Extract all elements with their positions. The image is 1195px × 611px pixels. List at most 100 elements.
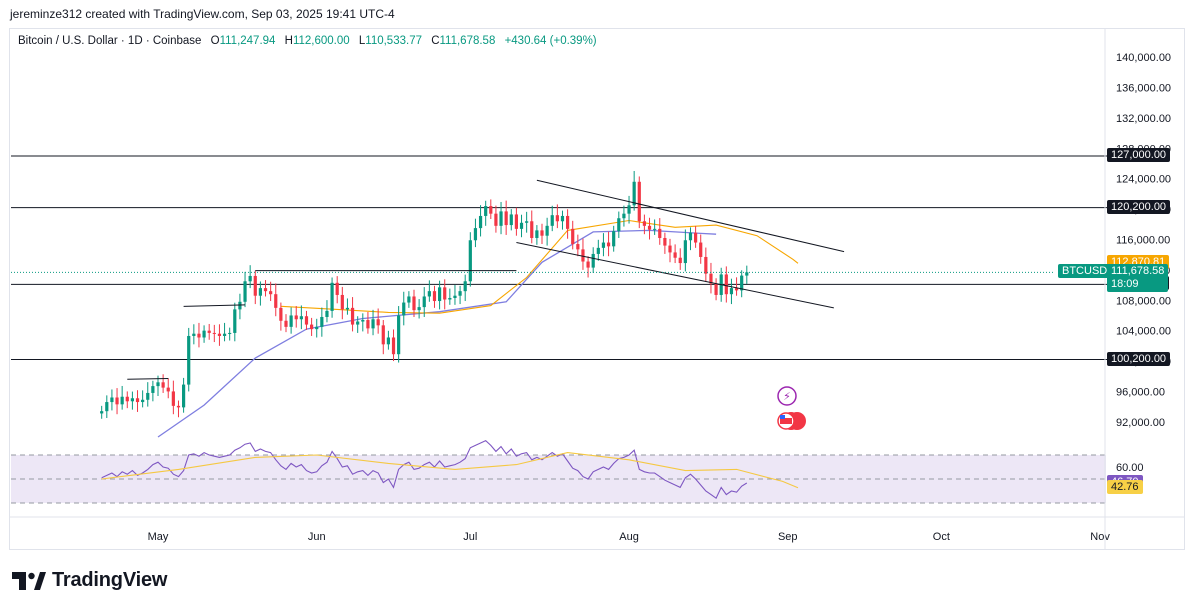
candle-up	[422, 296, 426, 308]
candle-down	[504, 211, 508, 226]
candle-down	[606, 242, 611, 247]
candle-up	[627, 205, 631, 214]
candle-up	[535, 230, 539, 238]
rsi-tick-label: 60.00	[1116, 462, 1144, 474]
tradingview-logo-icon	[12, 571, 46, 590]
trendline	[183, 304, 246, 307]
candle-down	[161, 382, 165, 388]
symbol-title: Bitcoin / U.S. Dollar · 1D · Coinbase	[18, 35, 202, 47]
candle-down	[443, 287, 447, 300]
candle-up	[468, 240, 472, 282]
open-label: O	[210, 35, 220, 47]
price-tick-label: 124,000.00	[1116, 174, 1171, 186]
candle-up	[345, 307, 350, 310]
candle-up	[371, 319, 375, 329]
candle-down	[335, 282, 339, 295]
ma-fast-line	[280, 219, 799, 314]
us-flag-stripes-icon	[780, 418, 792, 424]
candle-down	[663, 237, 667, 246]
chart-credit: jereminze312 created with TradingView.co…	[10, 7, 395, 21]
candle-down	[494, 213, 498, 226]
candle-down	[279, 307, 283, 321]
time-tick-label: Nov	[1090, 531, 1110, 543]
candle-down	[530, 221, 534, 238]
candle-up	[478, 215, 483, 229]
rsi-line	[101, 439, 748, 500]
candle-up	[525, 221, 529, 223]
low-value: 110,533.77	[365, 35, 422, 47]
candle-up	[228, 332, 232, 334]
candle-up	[729, 288, 734, 295]
candle-up	[402, 302, 406, 316]
symbol-legend: Bitcoin / U.S. Dollar · 1D · Coinbase O 1…	[18, 35, 597, 47]
candle-up	[448, 297, 452, 300]
candle-up	[238, 301, 242, 310]
tradingview-logo: TradingView	[12, 569, 167, 592]
candle-down	[576, 244, 580, 250]
price-tick-label: 96,000.00	[1116, 386, 1165, 398]
candle-up	[632, 181, 636, 206]
candle-down	[581, 249, 585, 262]
candle-down	[274, 294, 278, 308]
close-label: C	[431, 35, 440, 47]
candle-down	[540, 230, 544, 236]
candle-up	[192, 333, 196, 336]
candle-up	[499, 211, 503, 226]
candle-up	[356, 321, 360, 325]
candle-up	[745, 272, 749, 276]
candle-down	[171, 391, 175, 406]
candle-up	[653, 228, 657, 230]
candle-up	[156, 382, 160, 387]
candle-up	[683, 240, 687, 264]
high-label: H	[284, 35, 293, 47]
candle-up	[151, 386, 155, 393]
candle-down	[678, 257, 682, 264]
time-tick-label: Oct	[933, 531, 950, 543]
candle-up	[519, 222, 524, 229]
price-tick-label: 104,000.00	[1116, 326, 1171, 338]
candle-down	[125, 396, 129, 402]
time-tick-label: Sep	[778, 531, 798, 543]
candle-up	[361, 320, 365, 322]
candle-down	[263, 288, 268, 292]
candle-up	[110, 397, 114, 403]
candle-up	[601, 242, 606, 248]
candle-down	[294, 315, 298, 320]
candle-up	[187, 335, 191, 385]
candle-down	[176, 405, 181, 408]
candle-down	[366, 320, 370, 329]
candle-up	[484, 206, 488, 216]
time-tick-label: Aug	[619, 531, 639, 543]
candle-down	[217, 333, 222, 336]
low-label: L	[358, 35, 366, 47]
candle-up	[141, 399, 145, 403]
price-tick-label: 92,000.00	[1116, 417, 1165, 429]
candle-up	[617, 218, 621, 232]
candle-up	[258, 288, 262, 296]
candle-down	[115, 397, 119, 405]
candle-down	[391, 337, 396, 355]
candle-up	[740, 275, 744, 291]
candle-up	[105, 402, 109, 412]
candle-up	[248, 275, 252, 282]
close-value: 111,678.58	[439, 35, 496, 47]
candle-up	[550, 215, 554, 226]
price-tick-label: 116,000.00	[1116, 235, 1170, 247]
candle-up	[509, 214, 513, 226]
symbol-tag: BTCUSD	[1058, 264, 1112, 279]
trendline	[127, 378, 169, 380]
candle-down	[514, 214, 518, 229]
trendline	[536, 179, 845, 253]
lightning-event-icon	[777, 386, 797, 406]
candle-down	[381, 325, 385, 345]
candle-down	[709, 273, 713, 284]
candle-up	[146, 392, 150, 400]
candle-up	[299, 316, 303, 320]
candle-down	[253, 275, 257, 296]
candle-down	[135, 398, 140, 403]
candle-down	[197, 333, 201, 338]
candle-up	[222, 333, 227, 336]
candle-up	[289, 315, 293, 327]
candle-down	[376, 319, 380, 326]
